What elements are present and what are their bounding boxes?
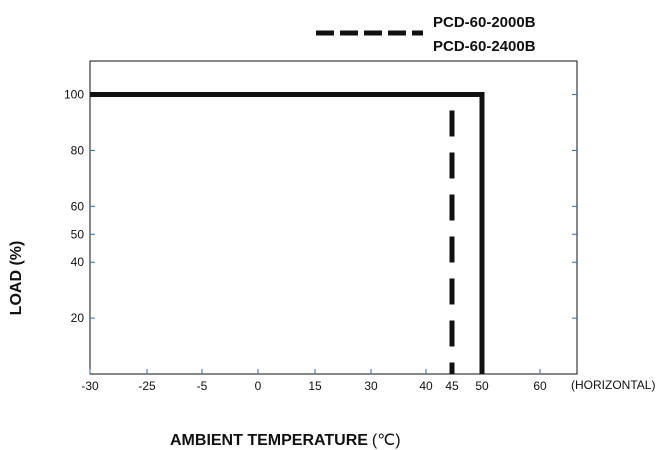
series-layer <box>90 92 485 374</box>
y-tick-label: 50 <box>71 227 85 241</box>
x-tick-label: 50 <box>475 379 489 393</box>
x-tick-label: 60 <box>533 379 547 393</box>
x-tick-label: -30 <box>81 379 99 393</box>
y-axis-title: LOAD (%) <box>8 241 25 316</box>
x-tick-label: 15 <box>308 379 322 393</box>
legend-label-pcd-60-2400b: PCD-60-2400B <box>433 38 536 55</box>
y-tick-label: 80 <box>71 143 85 157</box>
x-axis-title: AMBIENT TEMPERATURE (℃) <box>170 432 401 449</box>
x-tick-label: 40 <box>419 379 433 393</box>
x-tick-label: -25 <box>138 379 156 393</box>
x-tick-label: 45 <box>445 379 459 393</box>
x-axis-unit: (℃) <box>372 432 401 449</box>
x-tick-label: 30 <box>364 379 378 393</box>
x-axis-orientation-note: (HORIZONTAL) <box>571 378 655 392</box>
series-line-pcd-60-2000b <box>90 92 455 374</box>
x-axis-ticks: -30 -25 -5 0 15 30 40 45 50 60 <box>81 369 547 393</box>
y-tick-label: 20 <box>71 311 85 325</box>
y-tick-label: 100 <box>64 88 84 102</box>
y-axis-ticks: 20 40 50 60 80 100 <box>64 88 577 325</box>
y-tick-label: 40 <box>71 255 85 269</box>
x-tick-label: 0 <box>255 379 262 393</box>
legend: PCD-60-2000B PCD-60-2400B <box>316 14 536 55</box>
plot-area <box>89 60 578 375</box>
legend-label-pcd-60-2000b: PCD-60-2000B <box>433 14 536 31</box>
x-tick-label: -5 <box>197 379 208 393</box>
y-tick-label: 60 <box>71 199 85 213</box>
x-axis-title-text: AMBIENT TEMPERATURE <box>170 432 368 449</box>
series-line-pcd-60-2400b <box>90 92 485 374</box>
